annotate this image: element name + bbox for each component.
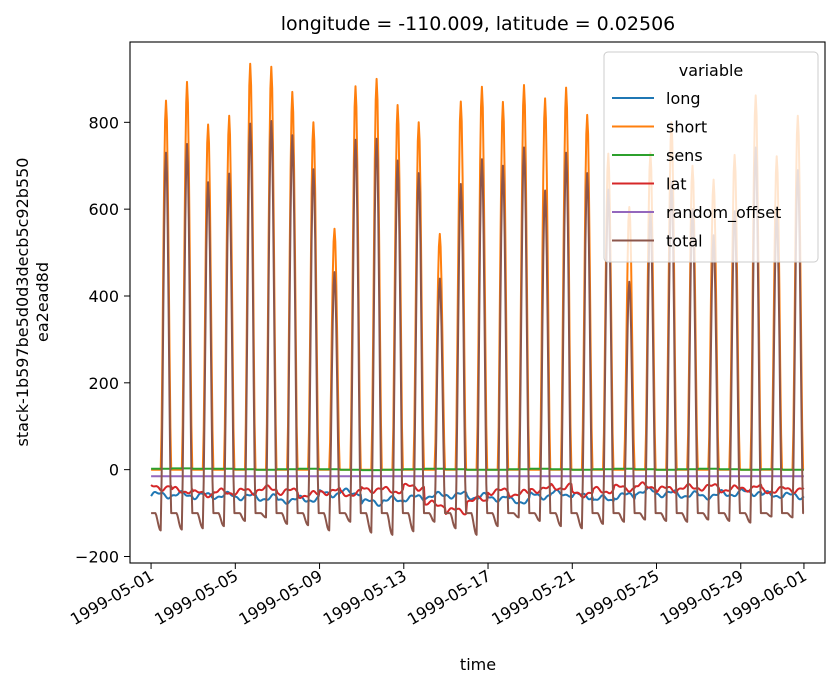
legend-label: total (666, 232, 703, 251)
y-axis-label: stack-1b597be5d0d3decb5c92b550ea2ead8d (13, 158, 52, 447)
legend-label: random_offset (666, 203, 781, 223)
y-tick-label: 400 (88, 287, 119, 306)
y-tick-label: 600 (88, 200, 119, 219)
legend: variable long short sens lat random_offsettot… (603, 51, 819, 263)
legend-box (603, 51, 819, 263)
chart-title: longitude = -110.009, latitude = 0.02506 (281, 13, 676, 35)
series-line-total (150, 120, 805, 536)
legend-title: variable (679, 61, 744, 80)
y-tick-label: −200 (75, 547, 119, 566)
legend-label: sens (666, 146, 703, 165)
x-tick-label: 1999-05-17 (404, 566, 494, 629)
x-axis-label: time (460, 655, 496, 674)
legend-label: long (666, 89, 701, 108)
legend-label: lat (666, 175, 687, 194)
x-tick-label: 1999-05-09 (236, 566, 326, 629)
x-tick-label: 1999-05-25 (572, 566, 662, 629)
legend-label: short (666, 118, 707, 137)
y-tick-label: 200 (88, 374, 119, 393)
y-tick-label: 800 (88, 113, 119, 132)
x-tick-label: 1999-05-21 (488, 566, 578, 629)
axes-frame (129, 41, 826, 564)
x-tick-label: 1999-05-01 (67, 566, 157, 629)
y-axis-label-line: stack-1b597be5d0d3decb5c92b550 (13, 158, 32, 447)
x-tick-label: 1999-05-05 (151, 566, 241, 629)
x-tick-label: 1999-05-13 (320, 566, 410, 629)
y-tick-label: 0 (109, 461, 119, 480)
y-axis-label-line: ea2ead8d (33, 262, 52, 342)
